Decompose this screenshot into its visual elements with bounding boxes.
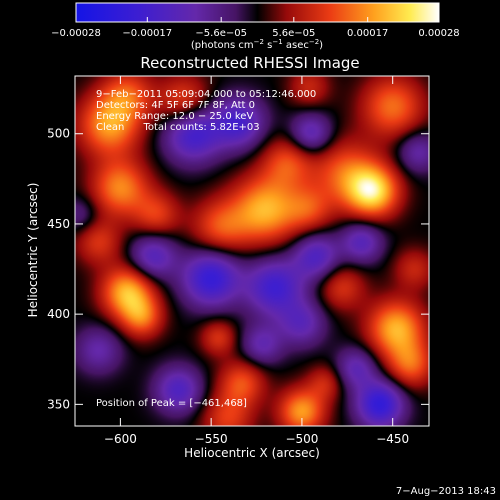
observation-annotations: 9−Feb−2011 05:09:04.000 to 05:12:46.000 … (96, 89, 316, 133)
annotation-clean-counts: Clean Total counts: 5.82E+03 (96, 122, 260, 133)
y-tick-label: 500 (47, 127, 70, 141)
annotation-detectors: Detectors: 4F 5F 6F 7F 8F, Att 0 (96, 100, 255, 111)
annotation-energy-range: Energy Range: 12.0 − 25.0 keV (96, 111, 253, 122)
annotation-time-range: 9−Feb−2011 05:09:04.000 to 05:12:46.000 (96, 89, 316, 100)
colorbar-gradient (76, 3, 439, 22)
x-tick-label: −600 (104, 432, 137, 446)
x-tick-label: −550 (195, 432, 228, 446)
x-axis: −600 −550 −500 −450 (104, 76, 409, 446)
generation-timestamp: 7−Aug−2013 18:43 (396, 486, 496, 497)
x-tick-label: −450 (376, 432, 409, 446)
peak-position-label: Position of Peak = [−461,468] (96, 398, 247, 409)
plot-frame (74, 75, 430, 427)
y-tick-label: 450 (47, 217, 70, 231)
colorbar-tick-label: 0.00017 (347, 28, 388, 39)
y-axis-label: Heliocentric Y (arcsec) (26, 183, 40, 318)
heatmap-image (75, 76, 429, 426)
y-tick-label: 400 (47, 307, 70, 321)
colorbar-tick-label: −0.00028 (51, 28, 101, 39)
colorbar-tick-label: 0.00028 (418, 28, 459, 39)
colorbar: −0.00028 −0.00017 −5.6e−05 5.6e−05 0.00017 0.… (51, 2, 460, 51)
colorbar-unit-label: (photons cm−2 s−1 asec−2) (191, 38, 323, 51)
x-tick-label: −500 (285, 432, 318, 446)
heatmap-image-container (75, 76, 429, 426)
x-axis-label: Heliocentric X (arcsec) (184, 446, 320, 460)
y-axis: 350 400 450 500 (47, 127, 429, 411)
colorbar-ticks: −0.00028 −0.00017 −5.6e−05 5.6e−05 0.00017 0.… (51, 17, 460, 39)
colorbar-tick-label: −0.00017 (122, 28, 172, 39)
colorbar-tick-label: −5.6e−05 (195, 28, 247, 39)
y-tick-label: 350 (47, 397, 70, 411)
colorbar-frame (75, 2, 440, 23)
chart-title: Reconstructed RHESSI Image (140, 54, 359, 72)
colorbar-tick-label: 5.6e−05 (272, 28, 315, 39)
